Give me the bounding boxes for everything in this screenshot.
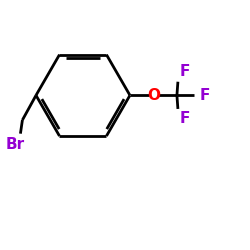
Text: F: F: [200, 88, 210, 103]
Text: F: F: [179, 64, 190, 79]
Text: Br: Br: [6, 137, 25, 152]
Text: F: F: [179, 111, 190, 126]
Text: O: O: [147, 88, 160, 103]
